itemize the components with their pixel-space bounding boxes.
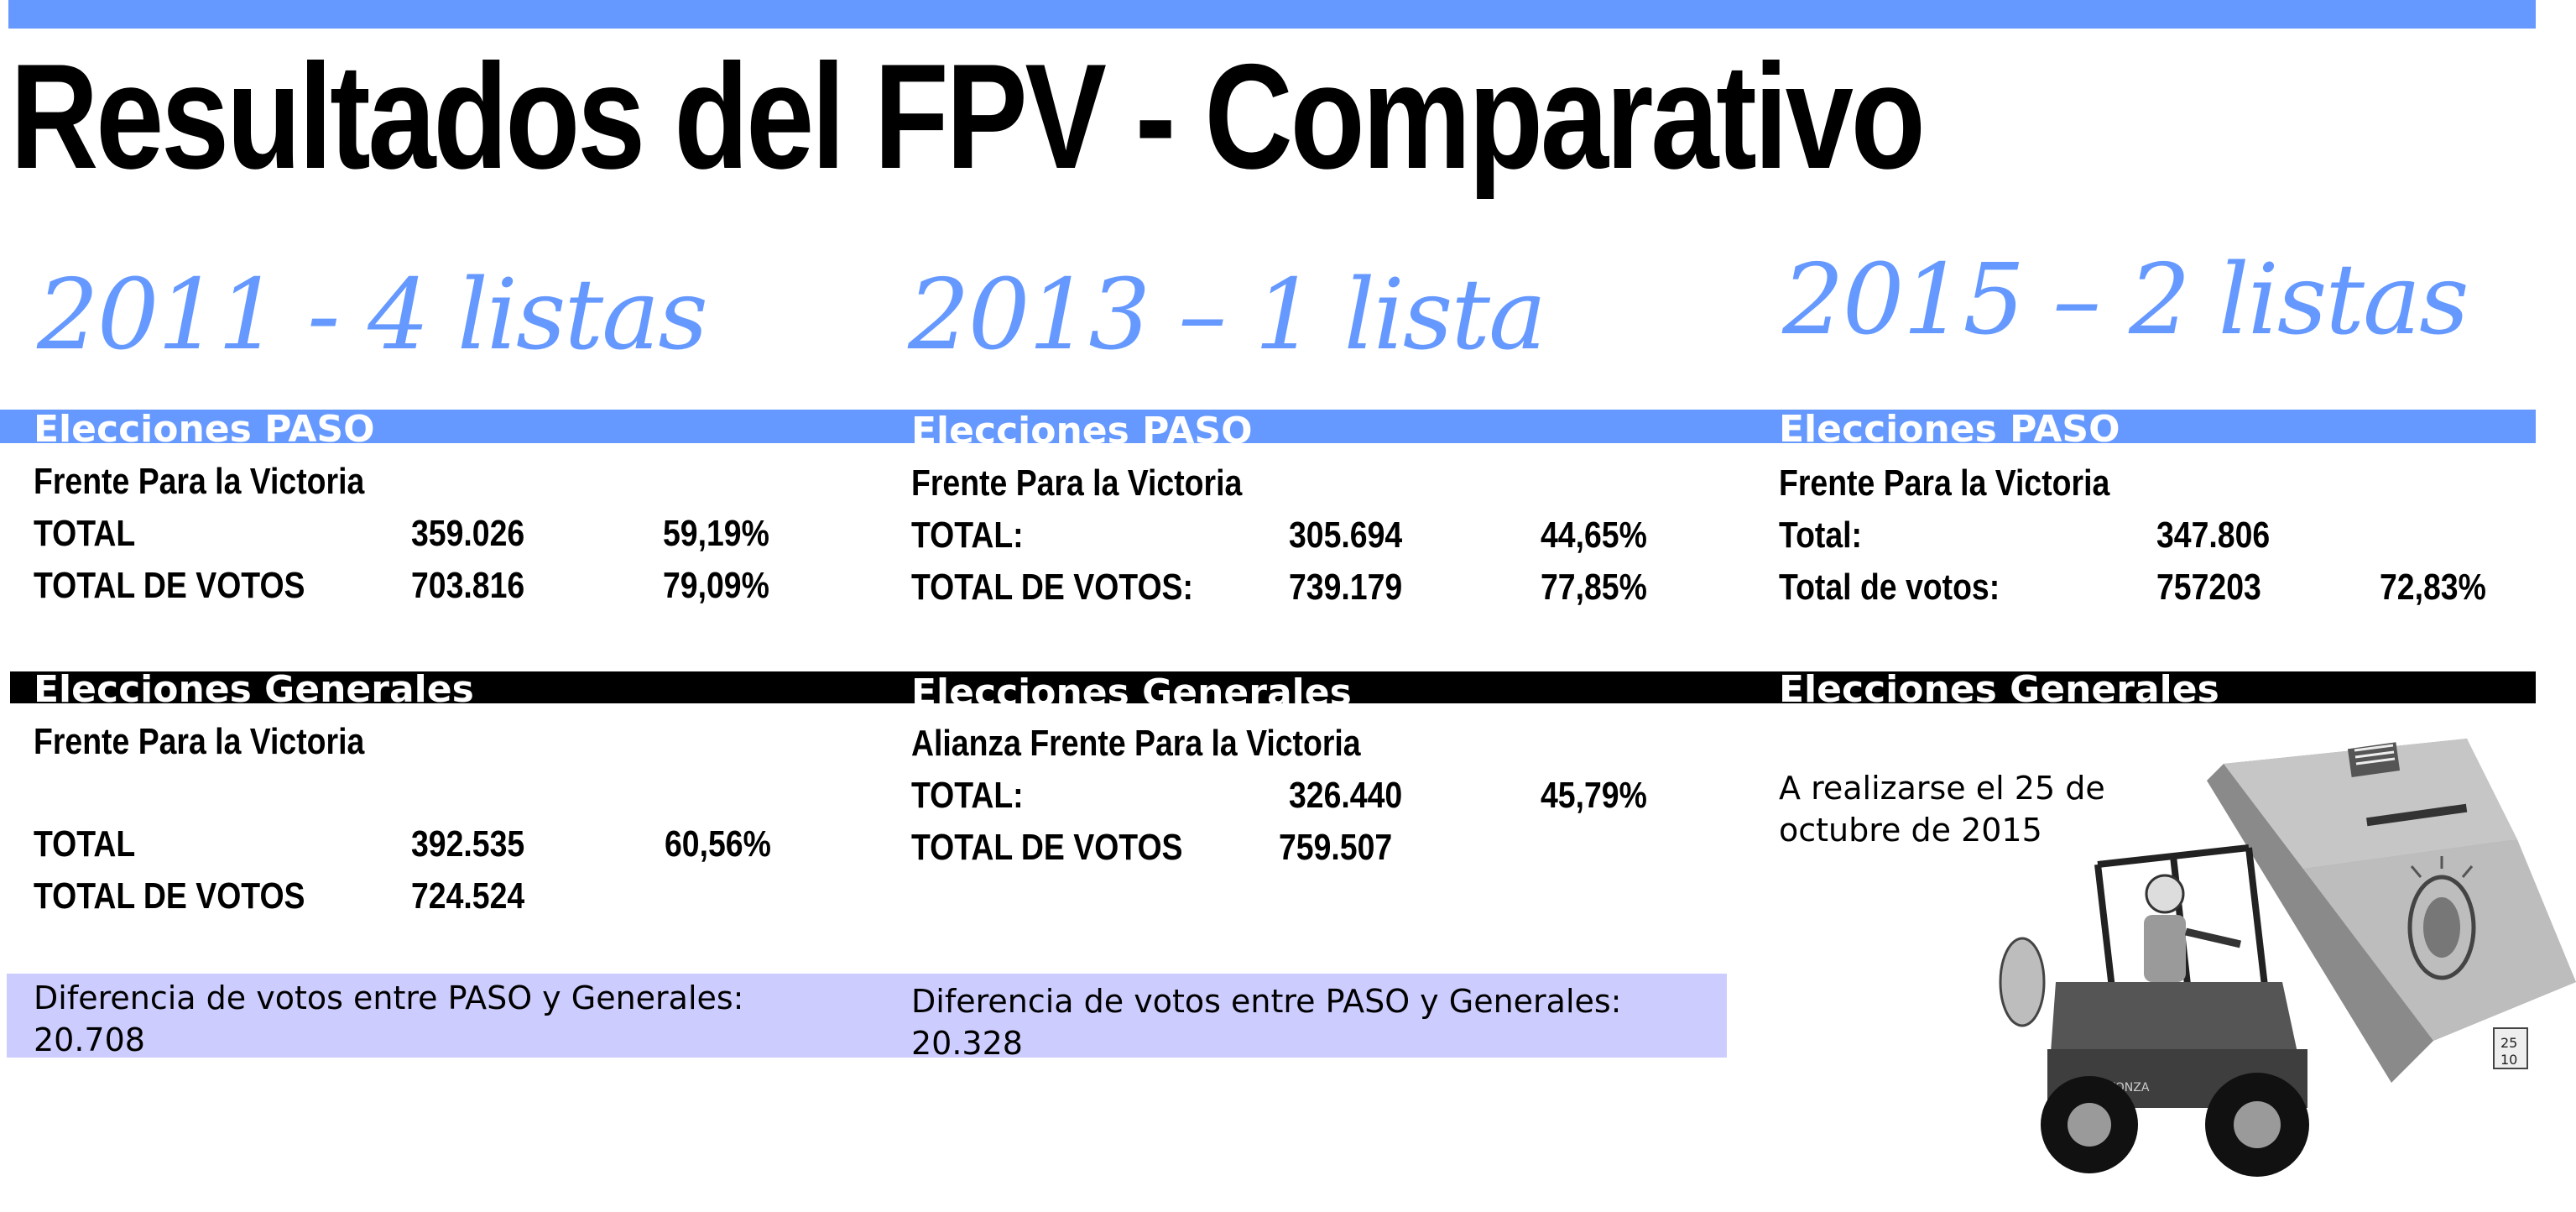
party-name: Alianza Frente Para la Victoria xyxy=(911,723,1361,764)
row-percent: 44,65% xyxy=(1541,515,1647,556)
row-percent: 72,83% xyxy=(2380,567,2486,608)
party-name: Frente Para la Victoria xyxy=(1779,462,2110,504)
box-label-top: 25 xyxy=(2500,1035,2517,1051)
paso-label-2011: Elecciones PASO xyxy=(34,408,375,451)
row-percent: 59,19% xyxy=(663,513,769,554)
row-label: TOTAL DE VOTOS xyxy=(34,875,305,917)
row-percent: 77,85% xyxy=(1541,567,1647,608)
top-accent-bar xyxy=(8,0,2536,29)
row-label: Total: xyxy=(1779,515,1863,556)
row-label: TOTAL DE VOTOS: xyxy=(911,567,1193,608)
row-label: TOTAL DE VOTOS xyxy=(34,565,305,606)
paso-label-2013: Elecciones PASO xyxy=(911,410,1253,452)
row-value: 392.535 xyxy=(411,823,525,865)
row-percent: 79,09% xyxy=(663,565,769,606)
row-label: TOTAL xyxy=(34,823,136,865)
generales-label-2013: Elecciones Generales xyxy=(911,671,1352,714)
row-label: Total de votos: xyxy=(1779,567,2000,608)
paso-band xyxy=(0,410,2536,443)
box-label-bottom: 10 xyxy=(2500,1052,2517,1068)
page-title: Resultados del FPV - Comparativo xyxy=(10,33,1926,200)
row-value: 326.440 xyxy=(1289,775,1403,816)
row-label: TOTAL DE VOTOS xyxy=(911,827,1183,868)
forklift-ballot-box-icon: 25 10 GT-AUTONZA xyxy=(1999,739,2576,1177)
row-percent: 60,56% xyxy=(665,823,771,865)
row-value: 703.816 xyxy=(411,565,525,606)
generales-label-2015: Elecciones Generales xyxy=(1779,668,2219,711)
diferencia-band xyxy=(7,974,1727,1058)
row-value: 347.806 xyxy=(2156,515,2271,556)
generales-label-2011: Elecciones Generales xyxy=(34,668,474,711)
row-value: 359.026 xyxy=(411,513,525,554)
row-label: TOTAL: xyxy=(911,515,1024,556)
generales-note-2015: A realizarse el 25 de octubre de 2015 xyxy=(1779,770,2105,849)
diferencia-2013: Diferencia de votos entre PASO y General… xyxy=(911,983,1622,1062)
party-name: Frente Para la Victoria xyxy=(911,462,1243,504)
heading-2013: 2013 – 1 lista xyxy=(908,259,1546,372)
diferencia-2011: Diferencia de votos entre PASO y General… xyxy=(34,980,744,1058)
row-value: 305.694 xyxy=(1289,515,1403,556)
paso-label-2015: Elecciones PASO xyxy=(1779,408,2120,451)
heading-2015: 2015 – 2 listas xyxy=(1782,243,2469,357)
generales-band xyxy=(10,671,2536,703)
heading-2011: 2011 - 4 listas xyxy=(37,259,708,372)
row-value: 739.179 xyxy=(1289,567,1403,608)
row-label: TOTAL xyxy=(34,513,136,554)
row-label: TOTAL: xyxy=(911,775,1024,816)
row-value: 759.507 xyxy=(1279,827,1393,868)
row-value: 724.524 xyxy=(411,875,525,917)
row-value: 757203 xyxy=(2156,567,2261,608)
party-name: Frente Para la Victoria xyxy=(34,721,365,762)
row-percent: 45,79% xyxy=(1541,775,1647,816)
party-name: Frente Para la Victoria xyxy=(34,461,365,502)
